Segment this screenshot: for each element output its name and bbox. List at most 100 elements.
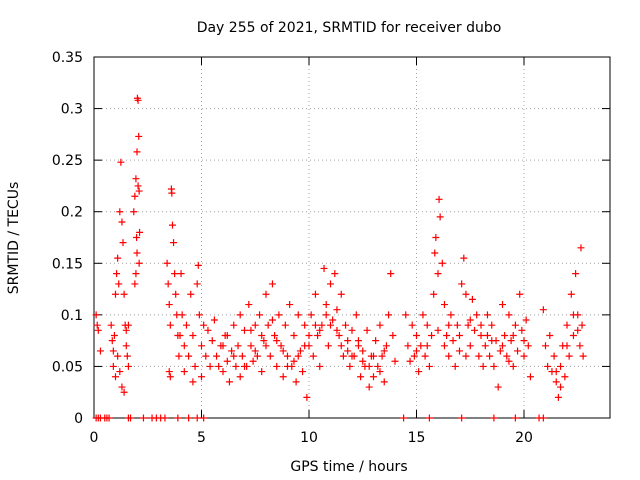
data-point xyxy=(569,311,577,319)
data-point xyxy=(136,228,144,236)
data-point xyxy=(170,239,178,247)
data-point xyxy=(165,368,173,376)
data-point xyxy=(193,280,201,288)
data-point xyxy=(316,326,324,334)
data-point xyxy=(236,311,244,319)
data-point xyxy=(327,280,334,288)
data-point xyxy=(273,362,281,370)
data-point xyxy=(335,331,343,339)
data-point xyxy=(400,414,408,422)
data-point xyxy=(178,311,186,319)
data-point xyxy=(391,357,399,365)
data-point xyxy=(554,393,562,401)
data-point xyxy=(241,362,248,370)
data-point xyxy=(539,306,547,314)
data-point xyxy=(309,352,317,360)
data-point xyxy=(490,414,498,422)
data-point xyxy=(279,373,287,381)
data-point xyxy=(105,414,113,422)
data-point xyxy=(518,326,526,334)
data-point xyxy=(134,96,142,104)
data-point xyxy=(284,362,291,370)
data-point xyxy=(223,357,231,365)
data-point xyxy=(499,342,506,350)
data-point xyxy=(135,132,143,140)
chart-title: Day 255 of 2021, SRMTID for receiver dub… xyxy=(197,20,502,36)
data-point xyxy=(130,208,138,216)
data-point xyxy=(292,378,300,386)
data-point xyxy=(402,311,410,319)
data-point xyxy=(419,311,427,319)
data-point xyxy=(563,321,571,329)
data-point xyxy=(131,280,139,288)
data-point xyxy=(520,352,528,360)
data-point xyxy=(119,239,127,247)
data-point xyxy=(421,352,429,360)
data-point xyxy=(428,331,436,339)
data-point xyxy=(524,342,532,350)
data-point xyxy=(180,368,188,376)
data-point xyxy=(94,326,102,334)
data-point xyxy=(552,378,560,386)
data-point xyxy=(189,378,197,386)
data-point xyxy=(311,290,319,298)
data-point xyxy=(471,326,479,334)
data-point xyxy=(552,368,560,376)
data-point xyxy=(578,321,586,329)
data-point xyxy=(550,352,558,360)
data-point xyxy=(344,337,352,345)
data-point xyxy=(432,234,440,241)
data-point xyxy=(514,347,522,355)
data-point xyxy=(339,352,347,360)
data-point xyxy=(337,342,345,350)
data-point xyxy=(171,270,179,278)
data-point xyxy=(579,352,587,360)
data-point xyxy=(451,362,459,370)
data-point xyxy=(210,316,218,324)
data-point xyxy=(139,414,147,422)
data-point xyxy=(133,148,141,156)
data-point xyxy=(232,362,240,370)
data-point xyxy=(423,321,431,329)
data-point xyxy=(172,290,180,298)
data-point xyxy=(569,331,577,339)
data-point xyxy=(124,362,132,370)
data-point xyxy=(346,362,354,370)
data-point xyxy=(503,352,511,360)
data-point xyxy=(436,213,444,221)
data-point xyxy=(249,357,257,365)
data-point xyxy=(264,321,272,329)
data-point xyxy=(202,352,210,360)
data-point xyxy=(365,362,373,370)
data-point xyxy=(118,218,126,226)
data-point xyxy=(511,414,519,422)
data-point xyxy=(164,280,172,288)
y-tick-label: 0 xyxy=(74,411,83,427)
data-point xyxy=(481,342,489,350)
data-point xyxy=(92,311,100,319)
data-point xyxy=(247,326,255,334)
data-point xyxy=(260,337,268,345)
data-point xyxy=(314,331,322,339)
data-point xyxy=(453,321,461,329)
data-point xyxy=(275,311,283,319)
data-point xyxy=(464,321,472,329)
data-point xyxy=(268,316,276,324)
data-point xyxy=(320,264,328,272)
data-point xyxy=(108,337,116,345)
data-point xyxy=(376,321,384,329)
data-point xyxy=(166,321,174,329)
data-point xyxy=(120,290,128,298)
grid xyxy=(94,57,610,418)
data-point xyxy=(208,337,216,345)
data-point xyxy=(385,311,393,319)
data-point xyxy=(462,352,470,360)
data-point xyxy=(370,352,377,360)
data-point xyxy=(329,316,337,324)
y-tick-label: 0.3 xyxy=(61,102,83,118)
data-point xyxy=(473,311,481,319)
data-point xyxy=(449,337,457,345)
data-point xyxy=(348,326,356,334)
data-point xyxy=(311,321,319,329)
y-tick-label: 0.1 xyxy=(61,308,83,324)
